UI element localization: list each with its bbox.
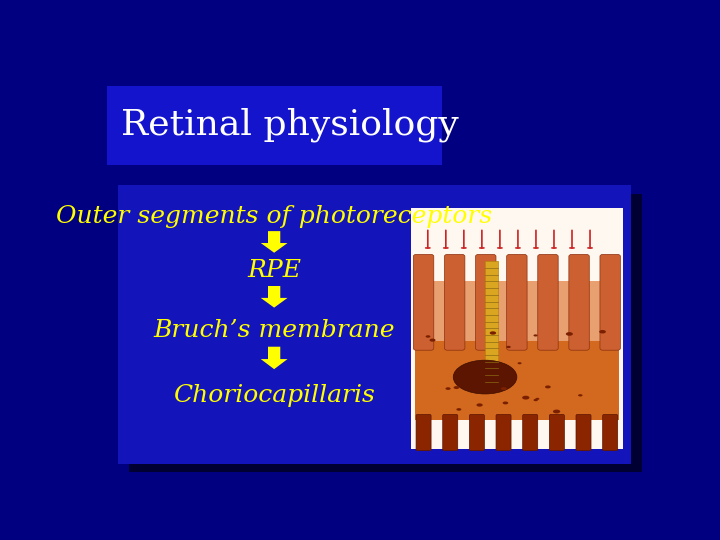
Ellipse shape <box>477 403 482 407</box>
FancyBboxPatch shape <box>415 281 618 421</box>
Ellipse shape <box>518 362 521 365</box>
Ellipse shape <box>454 386 459 389</box>
FancyBboxPatch shape <box>107 85 441 165</box>
FancyBboxPatch shape <box>411 208 623 449</box>
Ellipse shape <box>454 360 517 394</box>
FancyBboxPatch shape <box>416 414 431 451</box>
Text: Outer segments of photoreceptors: Outer segments of photoreceptors <box>56 205 492 228</box>
Polygon shape <box>261 286 287 308</box>
Ellipse shape <box>566 332 573 336</box>
FancyBboxPatch shape <box>415 281 618 341</box>
Ellipse shape <box>490 332 496 335</box>
Ellipse shape <box>578 394 582 396</box>
Text: Bruch’s membrane: Bruch’s membrane <box>153 320 395 342</box>
FancyBboxPatch shape <box>507 254 527 350</box>
FancyBboxPatch shape <box>443 414 458 451</box>
Polygon shape <box>261 347 287 369</box>
Ellipse shape <box>534 399 538 401</box>
FancyBboxPatch shape <box>549 414 564 451</box>
Ellipse shape <box>426 335 431 338</box>
Ellipse shape <box>522 396 529 400</box>
Ellipse shape <box>545 386 551 388</box>
FancyBboxPatch shape <box>444 254 465 350</box>
FancyBboxPatch shape <box>469 414 485 451</box>
Polygon shape <box>261 231 287 253</box>
Ellipse shape <box>501 387 507 390</box>
FancyBboxPatch shape <box>496 414 511 451</box>
FancyBboxPatch shape <box>485 261 498 382</box>
FancyBboxPatch shape <box>129 194 642 472</box>
Ellipse shape <box>534 334 538 336</box>
FancyBboxPatch shape <box>576 414 591 451</box>
FancyBboxPatch shape <box>475 254 496 350</box>
FancyBboxPatch shape <box>523 414 538 451</box>
Ellipse shape <box>430 339 436 342</box>
Ellipse shape <box>553 410 560 414</box>
Text: RPE: RPE <box>247 259 301 282</box>
Text: Choriocapillaris: Choriocapillaris <box>174 384 375 407</box>
Ellipse shape <box>536 398 539 400</box>
FancyBboxPatch shape <box>413 254 433 350</box>
FancyBboxPatch shape <box>118 185 631 464</box>
Ellipse shape <box>503 401 508 404</box>
FancyBboxPatch shape <box>600 254 621 350</box>
Ellipse shape <box>446 387 451 390</box>
Ellipse shape <box>506 346 510 348</box>
Ellipse shape <box>456 408 462 411</box>
Ellipse shape <box>599 330 606 334</box>
Text: Retinal physiology: Retinal physiology <box>121 108 459 143</box>
FancyBboxPatch shape <box>538 254 558 350</box>
FancyBboxPatch shape <box>569 254 589 350</box>
FancyBboxPatch shape <box>411 208 623 449</box>
FancyBboxPatch shape <box>603 414 618 451</box>
